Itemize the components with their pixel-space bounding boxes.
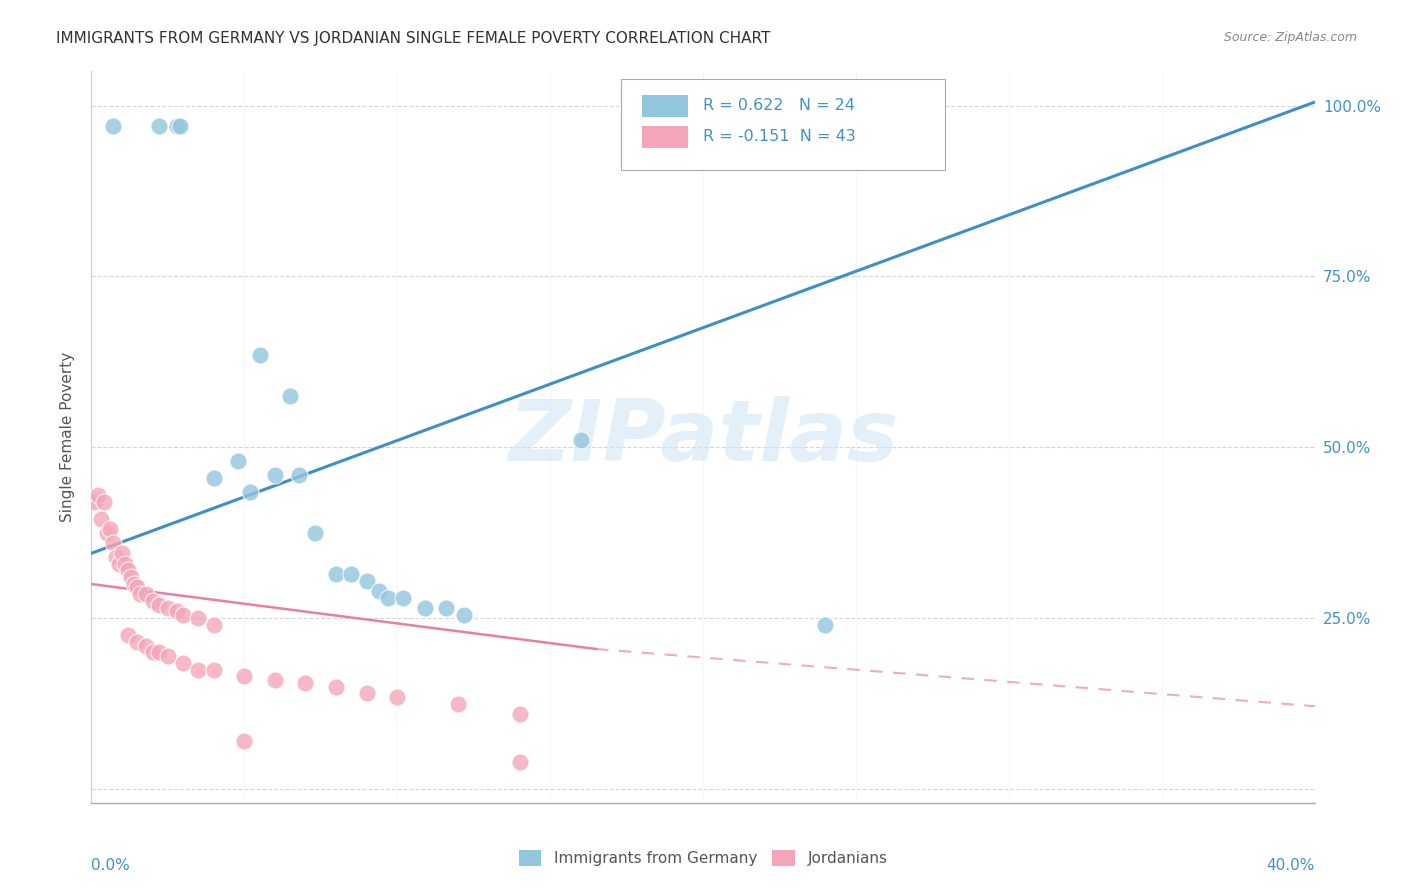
Point (172, 607, 194, 622)
Point (156, 601, 179, 615)
Point (169, 119, 191, 133)
Point (111, 546, 134, 560)
Point (122, 577, 145, 591)
Point (413, 601, 436, 615)
Point (135, 639, 157, 653)
Point (166, 604, 188, 618)
Point (187, 663, 209, 677)
Point (447, 697, 470, 711)
Y-axis label: Single Female Poverty: Single Female Poverty (60, 352, 76, 522)
Point (135, 587, 157, 601)
Point (569, 434, 592, 448)
Point (278, 389, 301, 403)
Point (325, 680, 347, 694)
Point (141, 645, 163, 659)
FancyBboxPatch shape (621, 78, 945, 170)
Point (226, 454, 249, 468)
Point (233, 669, 256, 683)
Point (509, 706, 531, 721)
Point (148, 119, 170, 133)
Point (104, 549, 127, 564)
Point (814, 618, 837, 632)
Point (202, 618, 225, 632)
Point (392, 591, 415, 605)
Point (117, 563, 139, 577)
Point (117, 628, 139, 642)
Text: R = -0.151  N = 43: R = -0.151 N = 43 (703, 129, 856, 144)
Point (202, 663, 225, 677)
Text: Source: ZipAtlas.com: Source: ZipAtlas.com (1223, 31, 1357, 45)
Point (129, 587, 152, 601)
Point (120, 570, 142, 584)
Text: ZIPatlas: ZIPatlas (508, 395, 898, 479)
Point (509, 755, 531, 769)
Point (166, 119, 188, 133)
Point (385, 690, 409, 704)
Text: IMMIGRANTS FROM GERMANY VS JORDANIAN SINGLE FEMALE POVERTY CORRELATION CHART: IMMIGRANTS FROM GERMANY VS JORDANIAN SIN… (56, 31, 770, 46)
Point (90, 512, 112, 526)
Point (233, 734, 256, 748)
Text: 0.0%: 0.0% (91, 858, 131, 872)
Point (93, 495, 115, 509)
Bar (643, 126, 689, 148)
Point (356, 686, 378, 700)
Point (96, 525, 118, 540)
Point (264, 467, 287, 482)
Point (249, 348, 271, 362)
Point (101, 119, 124, 133)
Point (434, 601, 457, 615)
Point (141, 594, 163, 608)
Point (83, 495, 105, 509)
Point (377, 591, 399, 605)
Text: R = 0.622   N = 24: R = 0.622 N = 24 (703, 98, 855, 113)
Point (239, 484, 262, 499)
Point (453, 607, 475, 622)
Bar (643, 95, 689, 118)
Point (148, 598, 170, 612)
Legend: Immigrants from Germany, Jordanians: Immigrants from Germany, Jordanians (512, 844, 894, 872)
Point (340, 566, 363, 581)
Point (98, 522, 121, 536)
Point (202, 471, 225, 485)
Point (127, 635, 149, 649)
Point (294, 676, 316, 690)
Point (304, 525, 326, 540)
Point (356, 574, 378, 588)
Point (108, 557, 131, 571)
Text: 40.0%: 40.0% (1267, 858, 1315, 872)
Point (325, 566, 347, 581)
Point (288, 467, 311, 482)
Point (101, 536, 124, 550)
Point (127, 581, 149, 595)
Point (187, 611, 209, 625)
Point (172, 656, 194, 670)
Point (156, 648, 179, 663)
Point (86, 488, 108, 502)
Point (264, 673, 287, 687)
Point (148, 645, 170, 659)
Point (114, 557, 136, 571)
Point (367, 583, 389, 598)
